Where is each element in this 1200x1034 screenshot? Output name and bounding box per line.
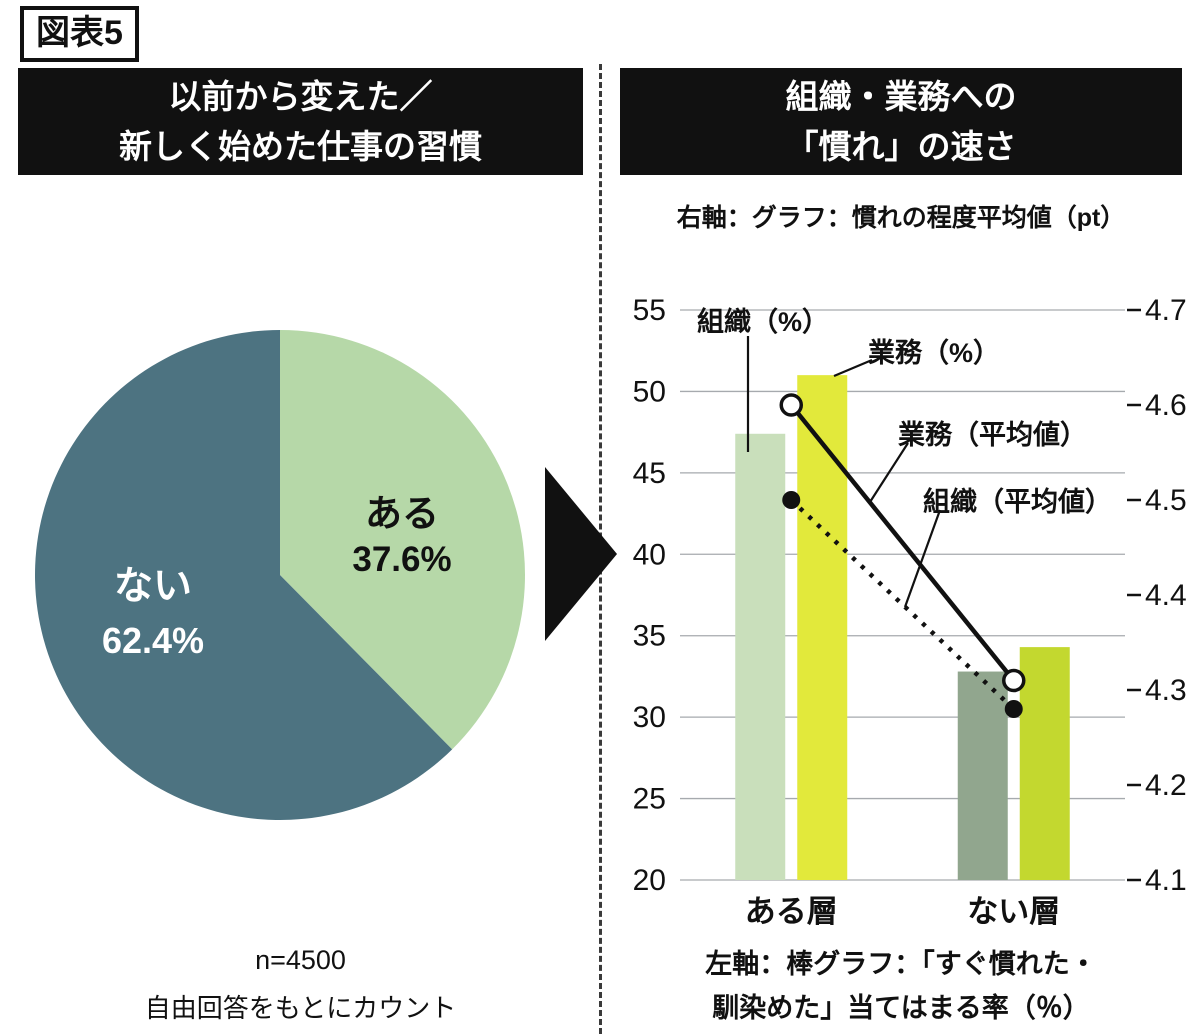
right-panel-header: 組織・業務への 「慣れ」の速さ (620, 68, 1182, 175)
category-label: ない層 (967, 894, 1060, 929)
annotation-leader-line (869, 442, 909, 503)
left-axis-tick-label: 45 (633, 457, 666, 490)
right-axis-tick-label: 4.5 (1145, 484, 1187, 517)
annotation-leader-line (833, 358, 873, 378)
count-method-note: 自由回答をもとにカウント (144, 993, 457, 1023)
left-axis-tick-label: 30 (633, 701, 666, 734)
pie-chart (35, 330, 526, 820)
bar (957, 671, 1008, 880)
pie-slice-1 (35, 330, 453, 820)
left-axis-note-line2: 馴染めた」当てはまる率（％） (712, 993, 1090, 1023)
figure-label: 図表5 (20, 6, 139, 63)
pie-slice-label-nai: ない (113, 565, 193, 608)
left-axis-tick-label: 50 (633, 375, 666, 408)
left-axis-tick-label: 35 (633, 620, 666, 653)
left-axis-note-line1: 左軸：棒グラフ：「すぐ慣れた・ (705, 949, 1097, 979)
right-axis-tick-label: 4.3 (1145, 674, 1187, 707)
left-axis-tick-label: 55 (633, 294, 666, 327)
right-header-line1: 組織・業務への (785, 78, 1017, 115)
left-header-line1: 以前から変えた／ (168, 78, 433, 115)
left-header-line2: 新しく始めた仕事の習慣 (119, 127, 482, 165)
right-axis-tick-label: 4.1 (1145, 864, 1187, 897)
line-series (789, 498, 1016, 711)
category-label: ある層 (745, 894, 838, 929)
left-panel-header: 以前から変えた／ 新しく始めた仕事の習慣 (18, 68, 583, 175)
right-axis-tick-label: 4.6 (1145, 389, 1187, 422)
right-axis-tick-label: 4.7 (1145, 294, 1187, 327)
right-axis-note: 右軸：グラフ：慣れの程度平均値（pt） (676, 204, 1126, 232)
pie-slice-label-aru: ある (365, 493, 439, 534)
marker-open-circle (779, 393, 803, 417)
annotation-organization-average: 組織（平均値） (923, 487, 1112, 517)
marker-open-circle (1002, 668, 1026, 693)
annotation-leader-line (903, 509, 942, 608)
right-axis-tick-label: 4.4 (1145, 579, 1187, 612)
right-header-line2: 「慣れ」の速さ (785, 127, 1017, 165)
annotation-organization-percent: 組織（%） (697, 307, 830, 337)
right-axis-tick-label: 4.2 (1145, 769, 1187, 802)
left-axis-tick-label: 25 (633, 783, 666, 816)
annotation-work-percent: 業務（%） (868, 338, 1001, 368)
sample-size-note: n=4500 (255, 945, 346, 975)
bar (797, 375, 848, 880)
marker-filled-circle (1004, 700, 1023, 718)
left-axis-tick-label: 40 (633, 538, 666, 571)
annotation-work-average: 業務（平均値） (898, 420, 1087, 450)
bar (735, 433, 786, 880)
marker-filled-circle (782, 491, 801, 509)
right-arrow-icon (545, 467, 617, 641)
line-series (789, 403, 1016, 682)
pie-slice-value-nai: 62.4% (101, 620, 205, 661)
pie-slice-0 (280, 330, 526, 750)
left-axis-tick-label: 20 (633, 864, 666, 897)
pie-slice-value-aru: 37.6% (352, 540, 452, 579)
combo-bar-line-chart: 55 50 45 40 35 30 25 20 4.7 4.6 4.5 4.4 4.3 4.2 4.1 ある層… (633, 294, 1187, 929)
bar (1019, 647, 1070, 880)
